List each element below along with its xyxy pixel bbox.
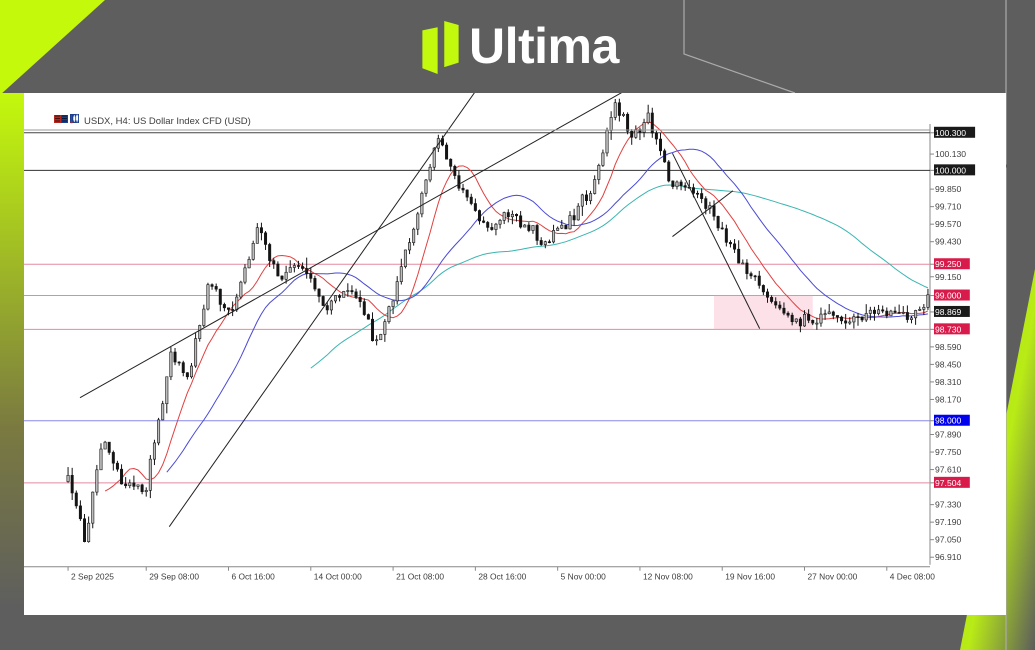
svg-text:99.850: 99.850: [935, 184, 962, 194]
svg-text:6 Oct 16:00: 6 Oct 16:00: [232, 572, 276, 582]
svg-text:98.450: 98.450: [935, 359, 962, 369]
svg-text:96.910: 96.910: [935, 552, 962, 562]
svg-text:27 Nov 00:00: 27 Nov 00:00: [808, 572, 858, 582]
svg-text:99.710: 99.710: [935, 202, 962, 212]
svg-text:99.430: 99.430: [935, 237, 962, 247]
svg-text:4 Dec 08:00: 4 Dec 08:00: [890, 572, 936, 582]
svg-text:98.310: 98.310: [935, 377, 962, 387]
svg-text:97.190: 97.190: [935, 517, 962, 527]
svg-text:USDX, H4: US Dollar Index CFD: USDX, H4: US Dollar Index CFD (USD): [84, 116, 251, 127]
svg-text:99.570: 99.570: [935, 219, 962, 229]
svg-text:100.000: 100.000: [935, 165, 966, 175]
svg-text:100.130: 100.130: [935, 149, 966, 159]
svg-text:98.869: 98.869: [935, 307, 962, 317]
svg-text:98.000: 98.000: [935, 416, 962, 426]
svg-text:97.890: 97.890: [935, 430, 962, 440]
svg-text:14 Oct 00:00: 14 Oct 00:00: [314, 572, 362, 582]
svg-text:97.050: 97.050: [935, 535, 962, 545]
svg-text:97.330: 97.330: [935, 500, 962, 510]
svg-text:99.000: 99.000: [935, 291, 962, 301]
svg-text:99.150: 99.150: [935, 272, 962, 282]
svg-text:97.610: 97.610: [935, 465, 962, 475]
svg-text:12 Nov 08:00: 12 Nov 08:00: [643, 572, 693, 582]
svg-text:29 Sep 08:00: 29 Sep 08:00: [149, 572, 199, 582]
svg-text:98.730: 98.730: [935, 324, 962, 334]
svg-text:28 Oct 16:00: 28 Oct 16:00: [478, 572, 526, 582]
svg-text:99.250: 99.250: [935, 259, 962, 269]
svg-text:97.750: 97.750: [935, 447, 962, 457]
svg-text:98.590: 98.590: [935, 342, 962, 352]
svg-text:97.504: 97.504: [935, 478, 962, 488]
svg-text:100.300: 100.300: [935, 128, 966, 138]
svg-text:98.170: 98.170: [935, 394, 962, 404]
svg-text:21 Oct 08:00: 21 Oct 08:00: [396, 572, 444, 582]
svg-text:2 Sep 2025: 2 Sep 2025: [71, 572, 114, 582]
svg-text:5 Nov 00:00: 5 Nov 00:00: [561, 572, 607, 582]
svg-text:19 Nov 16:00: 19 Nov 16:00: [725, 572, 775, 582]
